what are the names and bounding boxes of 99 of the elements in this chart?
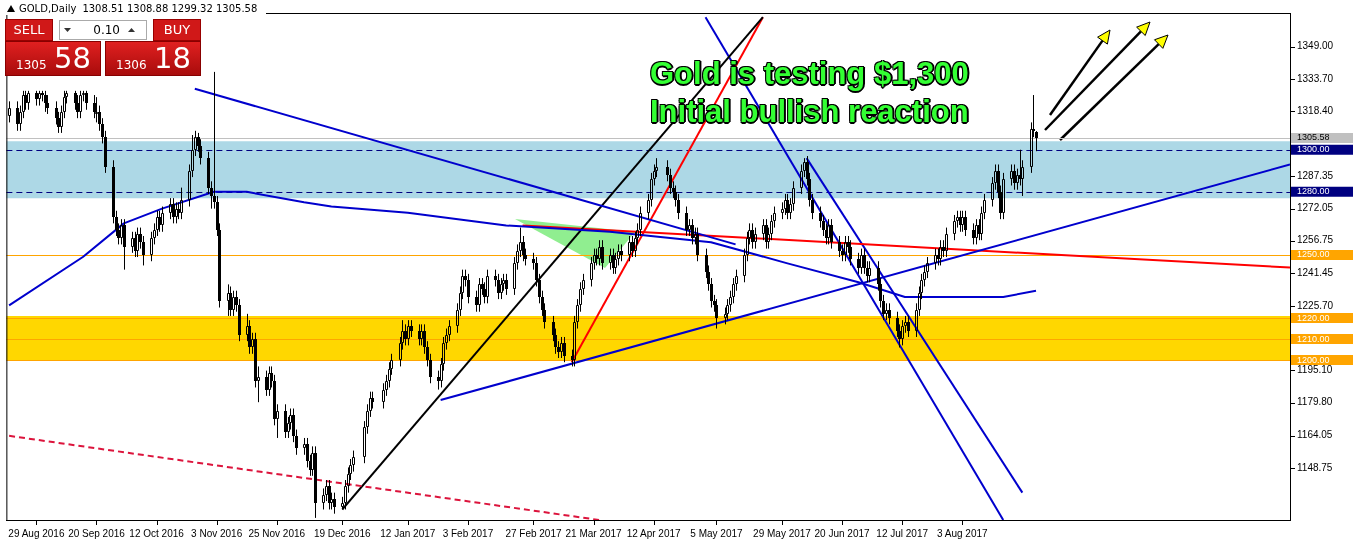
x-tick-label: 3 Nov 2016 [191, 527, 243, 539]
candlestick [486, 269, 489, 304]
ref-line-label: 1300.00 [1297, 144, 1330, 155]
candlestick [888, 302, 891, 325]
x-tick-label: 27 Feb 2017 [505, 527, 562, 539]
x-tick-label: 29 Aug 2016 [8, 527, 65, 539]
candlestick [27, 90, 30, 111]
candlestick [838, 235, 841, 258]
y-tick-label: 1256.75 [1297, 234, 1334, 246]
candlestick [762, 218, 765, 241]
ref-line-label: 1305.58 [1297, 132, 1330, 143]
candlestick [685, 206, 688, 237]
sell-button: SELL [5, 19, 53, 41]
y-tick-label: 1195.10 [1297, 364, 1333, 376]
candlestick [1013, 163, 1016, 191]
y-tick-label: 1349.00 [1297, 40, 1334, 52]
candlestick [885, 302, 888, 321]
candlestick [16, 100, 19, 132]
candlestick [964, 210, 967, 237]
ref-line-label: 1200.00 [1297, 354, 1330, 365]
x-tick-label: 12 Apr 2017 [626, 527, 682, 539]
candlestick [172, 197, 175, 224]
candlestick [284, 403, 287, 439]
x-tick-label: 12 Oct 2016 [129, 527, 185, 539]
annotation: 1305 [16, 58, 47, 72]
y-tick-label: 1164.05 [1297, 429, 1333, 441]
candlestick [467, 273, 470, 304]
candlestick [478, 277, 481, 313]
x-tick-label: 21 Mar 2017 [565, 527, 623, 539]
ref-line-label: 1250.00 [1297, 249, 1330, 260]
candlestick [857, 252, 860, 275]
candlestick [907, 315, 910, 338]
candlestick [265, 370, 268, 397]
annotation: 1306 [116, 58, 147, 72]
lot-size-field: 0.10 [59, 20, 147, 40]
candlestick [232, 290, 235, 317]
ref-line-label: 1280.00 [1297, 186, 1330, 197]
x-tick-label: 12 Jul 2017 [876, 527, 929, 539]
candlestick [120, 218, 123, 245]
candlestick [945, 227, 948, 258]
candlestick [497, 273, 500, 300]
y-tick-label: 1179.80 [1297, 396, 1333, 408]
candlestick [953, 214, 956, 241]
candlestick [860, 248, 863, 275]
candlestick [901, 319, 904, 346]
y-tick-label: 1287.35 [1297, 170, 1334, 182]
candlestick [844, 235, 847, 262]
candlestick [598, 239, 601, 266]
candlestick [169, 197, 172, 220]
y-tick-label: 1241.45 [1297, 266, 1334, 278]
ref-line-label: 1220.00 [1297, 312, 1330, 323]
x-tick-label: 20 Jun 2017 [814, 527, 871, 539]
x-tick-label: 3 Feb 2017 [442, 527, 494, 539]
candlestick [691, 218, 694, 245]
candlestick [505, 273, 508, 296]
candlestick [972, 222, 975, 245]
candlestick [407, 319, 410, 346]
candlestick [131, 231, 134, 254]
candlestick [560, 336, 563, 359]
candlestick [35, 90, 38, 107]
candlestick [404, 323, 407, 346]
buy-button: BUY [153, 19, 201, 41]
annotation: 58 [54, 41, 91, 75]
x-tick-label: 20 Sep 2016 [68, 527, 126, 539]
candlestick [1010, 163, 1013, 187]
candlestick [628, 235, 631, 262]
y-tick-label: 1272.05 [1297, 202, 1334, 214]
candlestick [975, 218, 978, 245]
y-tick-label: 1148.75 [1297, 461, 1333, 473]
y-tick-label: 1333.70 [1297, 72, 1334, 84]
candlestick [601, 239, 604, 271]
x-tick-label: 5 May 2017 [690, 527, 744, 539]
chart-subtitle: 1308.51 1308.88 1299.32 1305.58 [82, 3, 258, 14]
candlestick [180, 187, 183, 220]
ref-line-label: 1210.00 [1297, 333, 1330, 344]
y-tick-label: 1318.40 [1297, 104, 1334, 116]
candlestick [609, 248, 612, 271]
candlestick [410, 319, 413, 338]
candlestick [934, 248, 937, 271]
annotation: 18 [154, 41, 191, 75]
y-tick-label: 1225.70 [1297, 299, 1334, 311]
x-tick-label: 12 Jan 2017 [380, 527, 436, 539]
candlestick [830, 218, 833, 250]
x-tick-label: 19 Dec 2016 [313, 527, 372, 539]
candlestick [631, 235, 634, 258]
x-tick-label: 3 Aug 2017 [936, 527, 988, 539]
x-tick-label: 29 May 2017 [753, 527, 812, 539]
candlestick [123, 218, 126, 271]
candlestick [1002, 172, 1005, 220]
annotation: 0.10 [93, 22, 120, 39]
chart-title: GOLD,Daily [19, 3, 77, 14]
candlestick [333, 492, 336, 515]
x-tick-label: 25 Nov 2016 [248, 527, 306, 539]
candlestick [620, 243, 623, 262]
candlestick [751, 222, 754, 250]
candlestick [754, 227, 757, 250]
candlestick [314, 445, 317, 519]
candlestick [161, 206, 164, 233]
candlestick [563, 336, 566, 363]
